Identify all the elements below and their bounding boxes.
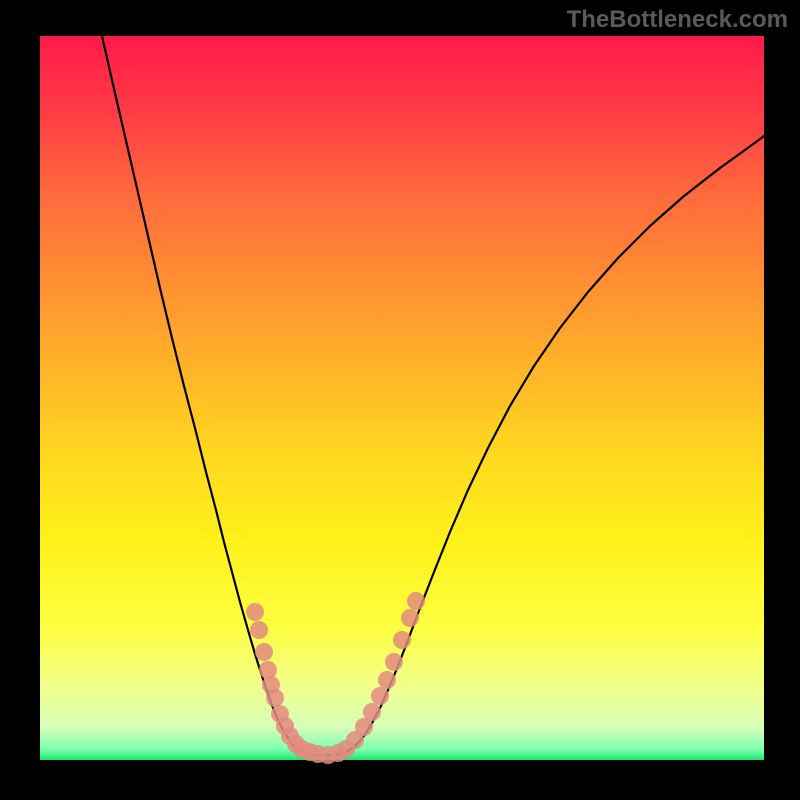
data-point	[371, 687, 389, 705]
data-point	[378, 671, 396, 689]
data-point	[393, 631, 411, 649]
data-point	[259, 661, 277, 679]
plot-area	[40, 36, 764, 760]
data-point	[246, 603, 264, 621]
data-point	[401, 609, 419, 627]
data-point	[385, 653, 403, 671]
data-point	[266, 689, 284, 707]
data-point	[250, 621, 268, 639]
data-point	[255, 643, 273, 661]
data-point	[363, 703, 381, 721]
data-point	[407, 592, 425, 610]
data-markers	[40, 36, 764, 760]
watermark-text: TheBottleneck.com	[567, 6, 788, 34]
chart-canvas: TheBottleneck.com	[0, 0, 800, 800]
